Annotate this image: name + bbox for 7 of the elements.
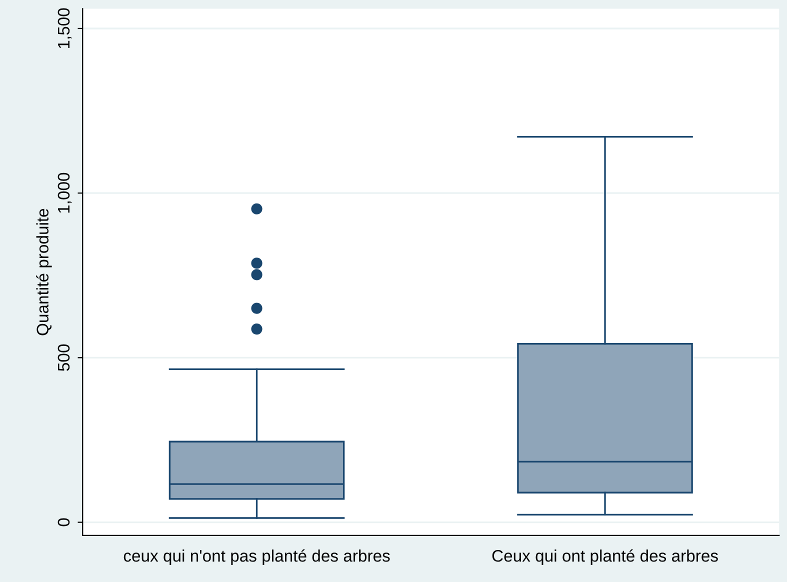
- y-tick-label: 500: [58, 344, 70, 371]
- y-tick-label: 0: [58, 518, 70, 526]
- y-tick-label: 1,500: [58, 8, 72, 48]
- y-axis-title: Quantité produite: [36, 208, 52, 336]
- x-tick-label: Ceux qui ont planté des arbres: [492, 549, 718, 566]
- x-tick-label: ceux qui n'ont pas planté des arbres: [124, 549, 390, 566]
- y-tick-label: 1,000: [58, 172, 72, 213]
